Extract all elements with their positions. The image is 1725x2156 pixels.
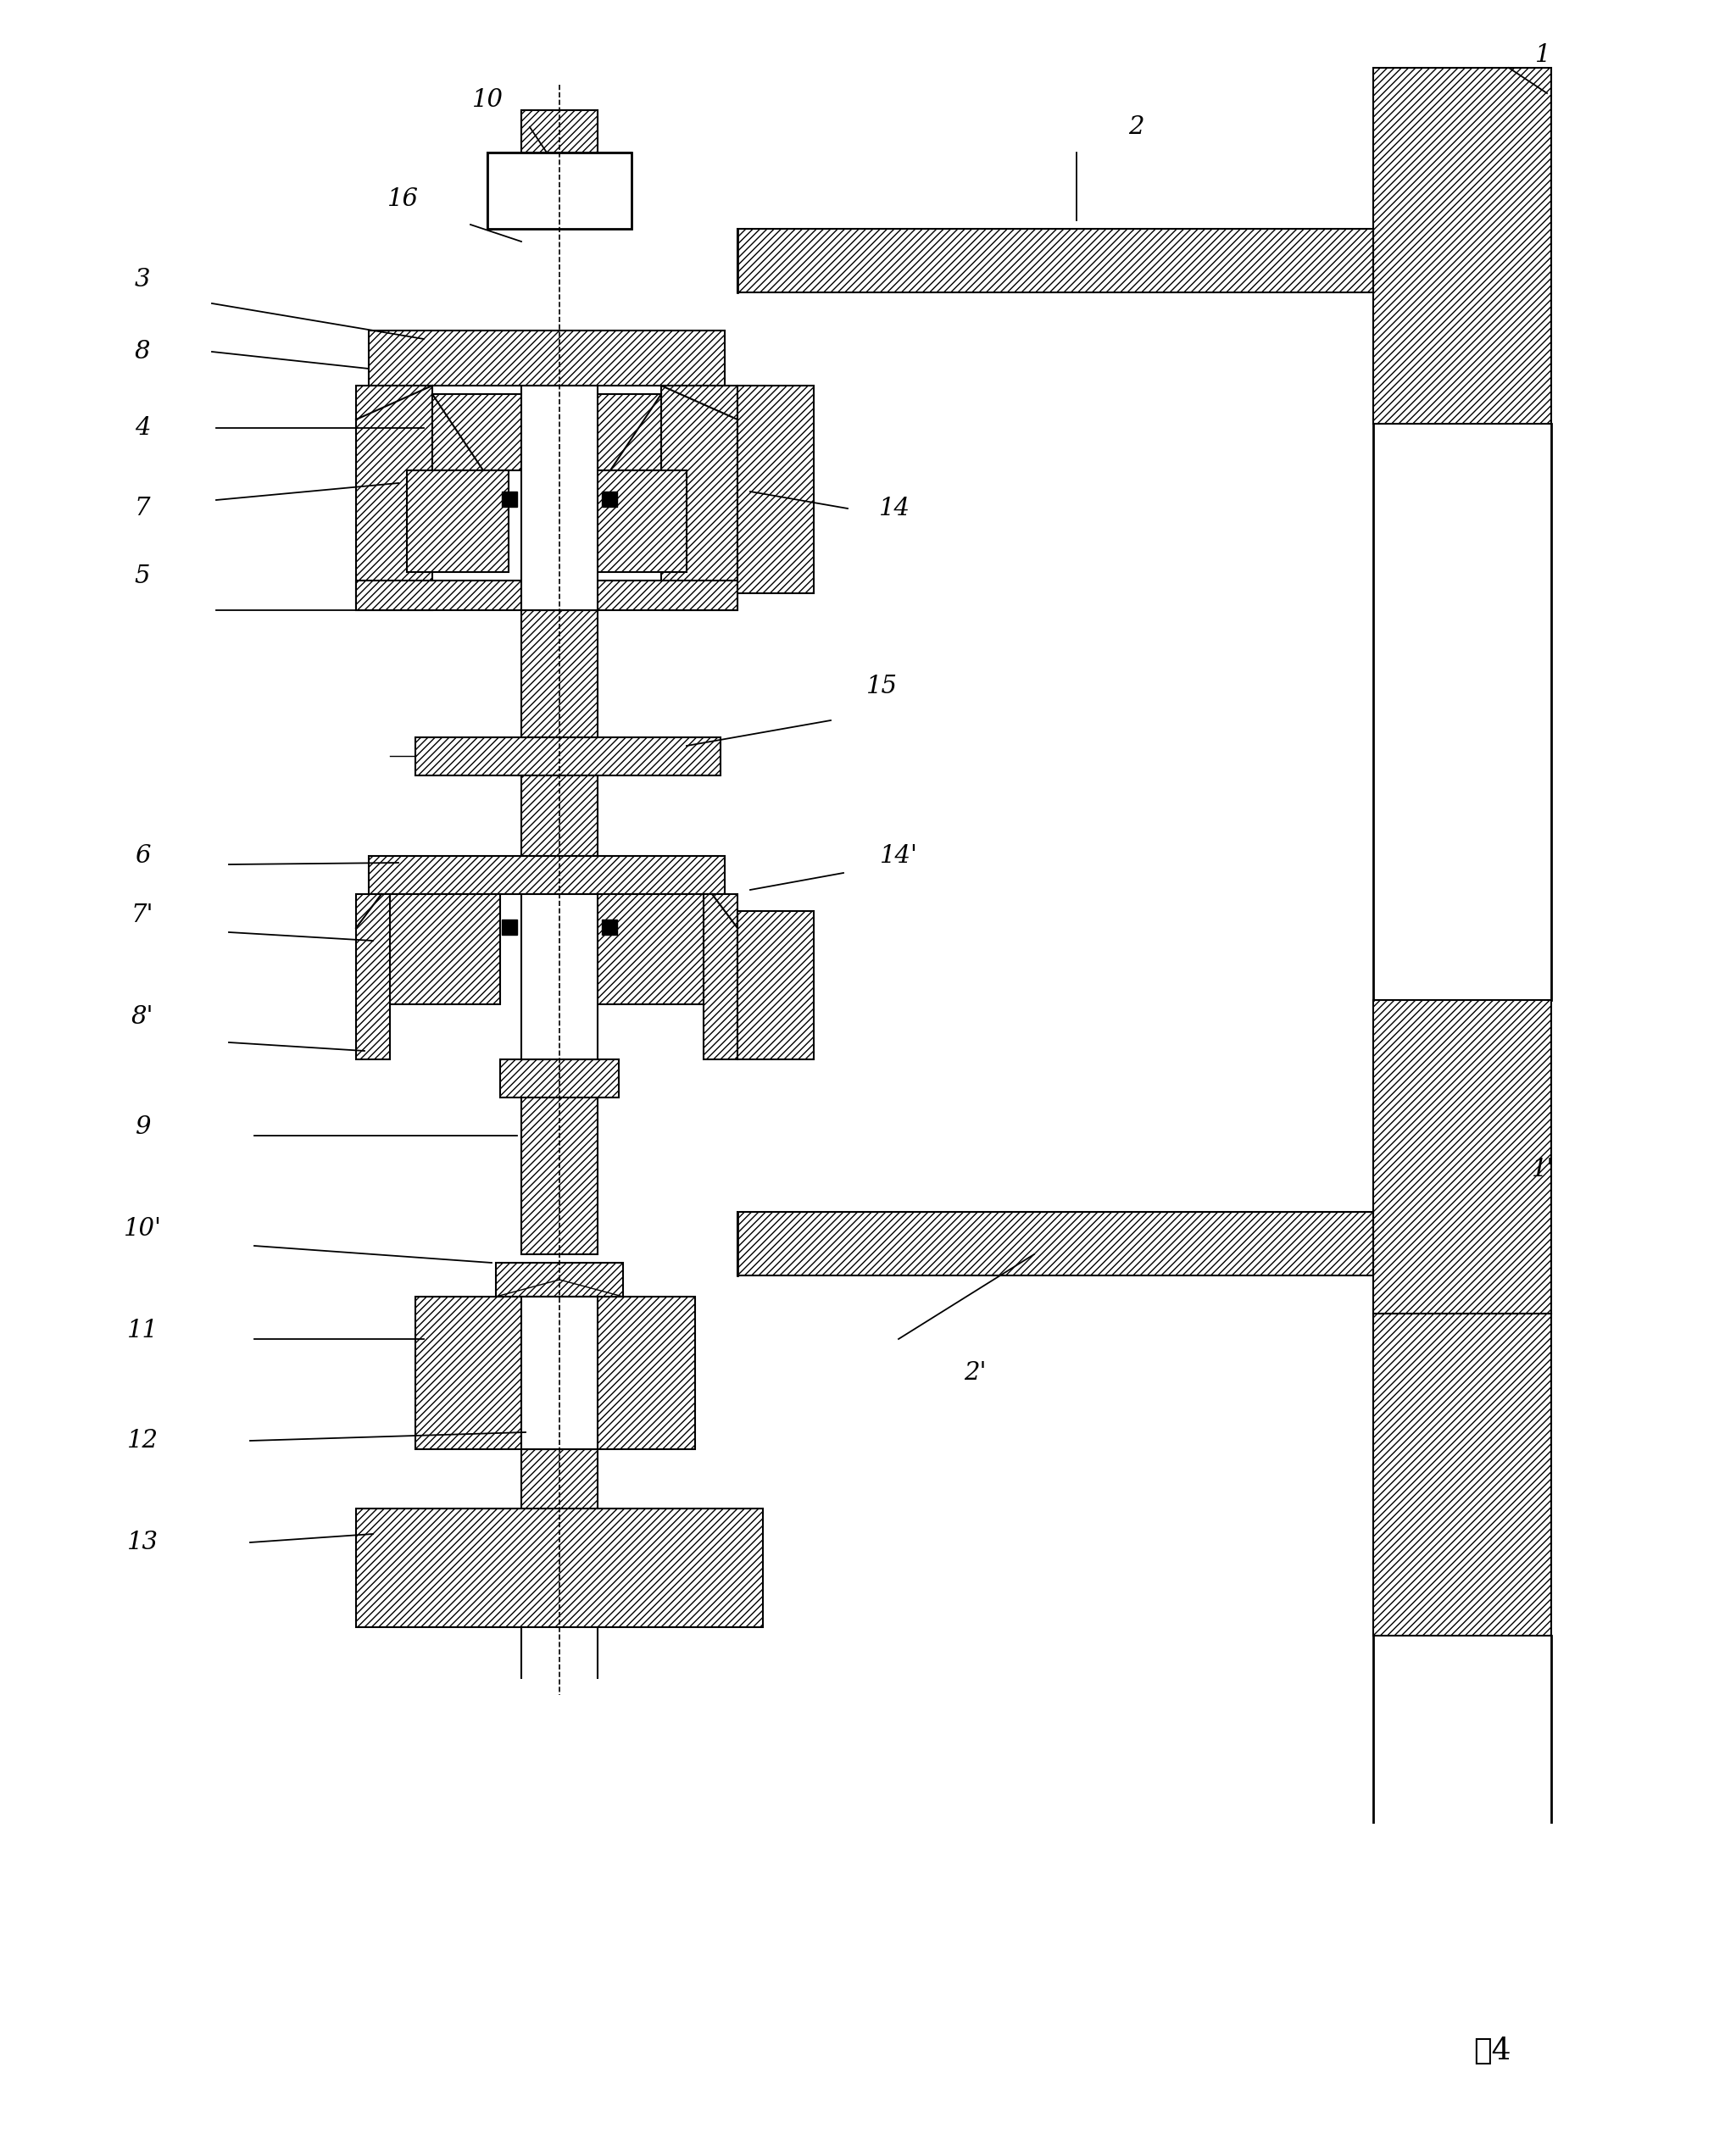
Bar bbox=[355, 1509, 762, 1628]
Text: 6: 6 bbox=[135, 845, 150, 869]
Text: 4: 4 bbox=[135, 416, 150, 440]
Bar bbox=[738, 386, 814, 593]
Text: 10': 10' bbox=[122, 1216, 162, 1240]
Bar bbox=[369, 856, 724, 895]
Bar bbox=[602, 918, 618, 936]
Bar bbox=[502, 492, 518, 507]
Bar bbox=[521, 110, 597, 153]
Text: 13: 13 bbox=[126, 1531, 159, 1554]
Text: 8: 8 bbox=[135, 341, 150, 364]
Bar bbox=[521, 610, 597, 737]
Bar bbox=[407, 470, 509, 571]
Bar bbox=[521, 1296, 597, 1449]
Text: 14: 14 bbox=[878, 496, 911, 520]
Bar bbox=[355, 386, 433, 610]
Text: 10: 10 bbox=[471, 88, 504, 112]
Text: 12: 12 bbox=[126, 1429, 159, 1453]
Bar bbox=[355, 580, 738, 610]
Bar bbox=[381, 895, 500, 1005]
Text: 2: 2 bbox=[1128, 114, 1144, 138]
Bar bbox=[416, 737, 721, 776]
Bar bbox=[521, 1059, 597, 1255]
Text: 8': 8' bbox=[131, 1005, 154, 1028]
Text: 7: 7 bbox=[135, 496, 150, 520]
Text: 7': 7' bbox=[131, 903, 154, 927]
Bar bbox=[521, 895, 597, 1059]
Text: 图4: 图4 bbox=[1473, 2037, 1511, 2065]
Text: 5: 5 bbox=[135, 565, 150, 589]
Bar bbox=[369, 330, 724, 386]
Text: 1': 1' bbox=[1532, 1158, 1554, 1181]
Bar bbox=[521, 386, 597, 610]
Bar bbox=[1373, 1313, 1551, 1636]
Bar bbox=[495, 1263, 623, 1296]
Text: 1: 1 bbox=[1535, 43, 1551, 67]
Bar bbox=[433, 395, 661, 470]
Text: 16: 16 bbox=[386, 188, 419, 211]
Bar bbox=[488, 153, 631, 229]
Bar bbox=[738, 1212, 1373, 1276]
Bar bbox=[738, 229, 1373, 293]
Bar bbox=[416, 1296, 695, 1449]
Bar bbox=[500, 1059, 619, 1097]
Bar bbox=[704, 895, 738, 1059]
Bar bbox=[521, 1449, 597, 1593]
Bar bbox=[593, 895, 712, 1005]
Text: 2': 2' bbox=[964, 1360, 987, 1384]
Bar bbox=[1373, 1000, 1551, 1313]
Bar bbox=[521, 110, 597, 144]
Bar bbox=[1373, 67, 1551, 425]
Text: 14': 14' bbox=[880, 845, 918, 869]
Text: 11: 11 bbox=[126, 1319, 159, 1343]
Text: 3: 3 bbox=[135, 267, 150, 291]
Bar bbox=[355, 895, 390, 1059]
Bar bbox=[521, 776, 597, 856]
Bar bbox=[602, 492, 618, 507]
Bar bbox=[502, 918, 518, 936]
Text: 9: 9 bbox=[135, 1115, 150, 1138]
Bar bbox=[585, 470, 687, 571]
Bar bbox=[738, 912, 814, 1059]
Bar bbox=[488, 153, 631, 229]
Text: 15: 15 bbox=[866, 675, 897, 699]
Bar bbox=[661, 386, 738, 610]
